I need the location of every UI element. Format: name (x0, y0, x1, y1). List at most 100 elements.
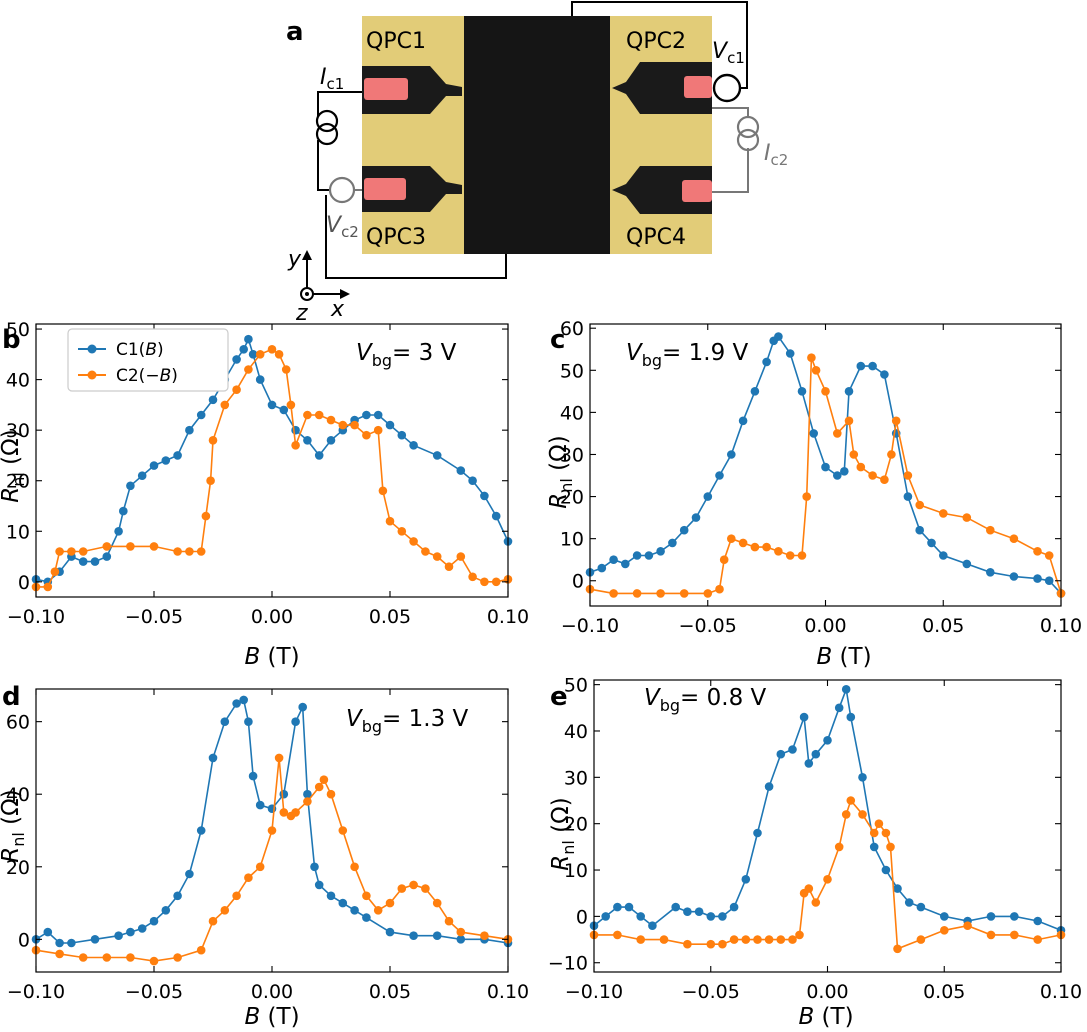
data-point-c2-e (881, 828, 891, 838)
data-point-c1-d (248, 771, 258, 781)
data-point-c2-b (385, 516, 395, 526)
data-point-c2-c (849, 450, 859, 459)
data-point-c2-b (480, 577, 489, 587)
data-point-c1-b (244, 334, 253, 344)
axis-x-label: x (330, 297, 345, 322)
panel-label-b: b (2, 325, 21, 355)
data-point-c1-b (114, 527, 123, 536)
data-point-c1-e (718, 912, 727, 921)
data-point-c2-e (729, 935, 739, 944)
data-point-c1-d (220, 717, 230, 726)
data-point-c1-e (823, 736, 832, 745)
data-point-c1-b (126, 481, 135, 491)
data-point-c1-c (679, 525, 689, 535)
contact-qpc2 (684, 76, 712, 98)
data-point-c1-b (373, 410, 383, 420)
data-point-c2-e (795, 930, 804, 940)
x-tick-label-e: 0.00 (806, 981, 848, 1003)
data-point-c2-c (986, 525, 995, 535)
gate-left-bottom (362, 166, 462, 212)
data-point-c2-c (703, 589, 713, 598)
data-point-c1-d (385, 927, 395, 937)
y-axis-label-c: Rnl (Ω) (546, 435, 576, 508)
data-point-c2-d (350, 862, 359, 872)
wire-left-mid (317, 140, 330, 191)
data-point-c1-c (703, 492, 713, 501)
data-point-c2-b (286, 400, 296, 410)
y-tick-label-e: 0 (576, 906, 588, 928)
data-point-c1-b (432, 451, 442, 460)
x-tick-label-e: 0.10 (1040, 981, 1082, 1003)
data-point-c1-d (432, 931, 442, 940)
data-point-c1-e (648, 921, 657, 930)
data-point-c1-d (43, 927, 53, 937)
data-point-c2-b (468, 572, 477, 582)
data-point-c1-c (915, 525, 924, 535)
data-point-c1-e (916, 902, 926, 912)
data-point-c2-b (350, 420, 359, 430)
y-tick-label-c: 60 (560, 318, 584, 340)
data-point-c1-c (656, 547, 665, 556)
data-point-c1-b (161, 456, 171, 465)
panel-label-e: e (550, 682, 568, 712)
data-point-c1-e (729, 902, 739, 912)
data-point-c2-c (715, 584, 724, 594)
qpc1-label: QPC1 (366, 29, 426, 54)
data-point-c2-c (807, 353, 816, 363)
chart-panel-c: c −0.10 −0.05 0.00 0.05 0.10 0 10 20 30 40 50 60 B (… (546, 318, 1082, 670)
data-point-c1-d (310, 862, 319, 872)
x-tick-label-b: −0.05 (125, 606, 183, 628)
data-point-c2-c (762, 542, 771, 552)
y-tick-label-d: 20 (6, 857, 30, 879)
y-tick-label-b: 0 (18, 572, 30, 594)
data-point-c1-b (239, 345, 248, 354)
wire-left-top (317, 91, 362, 118)
data-point-c2-e (886, 842, 895, 852)
data-point-c1-e (940, 912, 949, 921)
y-tick-label-d: 60 (6, 712, 30, 734)
data-point-c2-c (844, 416, 854, 426)
data-point-c1-b (480, 491, 489, 501)
data-point-c2-e (753, 935, 762, 944)
data-point-c2-b (67, 547, 76, 556)
data-point-c2-d (338, 826, 348, 835)
data-point-c2-e (858, 810, 867, 819)
plot-area-c: −0.10 −0.05 0.00 0.05 0.10 0 10 20 30 40 50 60 B (T)… (546, 318, 1082, 670)
gold-electrode-right (608, 16, 712, 254)
data-point-c2-b (208, 436, 218, 445)
y-tick-label-c: 40 (560, 402, 584, 424)
data-point-c2-c (891, 416, 901, 426)
data-point-c2-b (232, 385, 241, 395)
data-point-c2-b (456, 552, 466, 561)
data-point-c2-c (833, 429, 842, 438)
panel-label-c: c (550, 325, 565, 355)
data-point-c2-b (303, 410, 312, 420)
data-point-c2-b (149, 542, 159, 551)
data-point-c2-e (874, 819, 884, 828)
y-tick-label-b: 20 (6, 471, 30, 493)
data-point-c2-b (409, 537, 418, 546)
graphene-channel (464, 16, 610, 254)
data-point-c1-d (326, 891, 336, 901)
data-point-c1-d (161, 906, 171, 915)
annotation-vbg-c: Vbg= 1.9 V (626, 340, 749, 370)
y-tick-label-b: 40 (6, 370, 30, 392)
data-point-c1-e (636, 912, 645, 921)
data-point-c2-c (887, 450, 896, 459)
data-point-c1-b (456, 466, 466, 475)
data-point-c2-b (78, 547, 88, 556)
data-point-c2-d (55, 949, 64, 959)
data-point-c2-c (632, 589, 642, 598)
data-point-c1-e (694, 907, 704, 916)
data-point-c1-e (904, 898, 914, 907)
data-point-c2-e (940, 926, 949, 935)
x-tick-label-e: 0.05 (923, 981, 965, 1003)
data-point-c2-b (421, 547, 430, 556)
data-point-c1-d (314, 880, 324, 890)
data-point-c1-b (291, 425, 300, 435)
data-point-c2-b (338, 420, 348, 430)
data-point-c2-b (291, 441, 300, 450)
data-point-c2-e (846, 796, 856, 805)
x-tick-label-d: 0.05 (369, 981, 411, 1003)
